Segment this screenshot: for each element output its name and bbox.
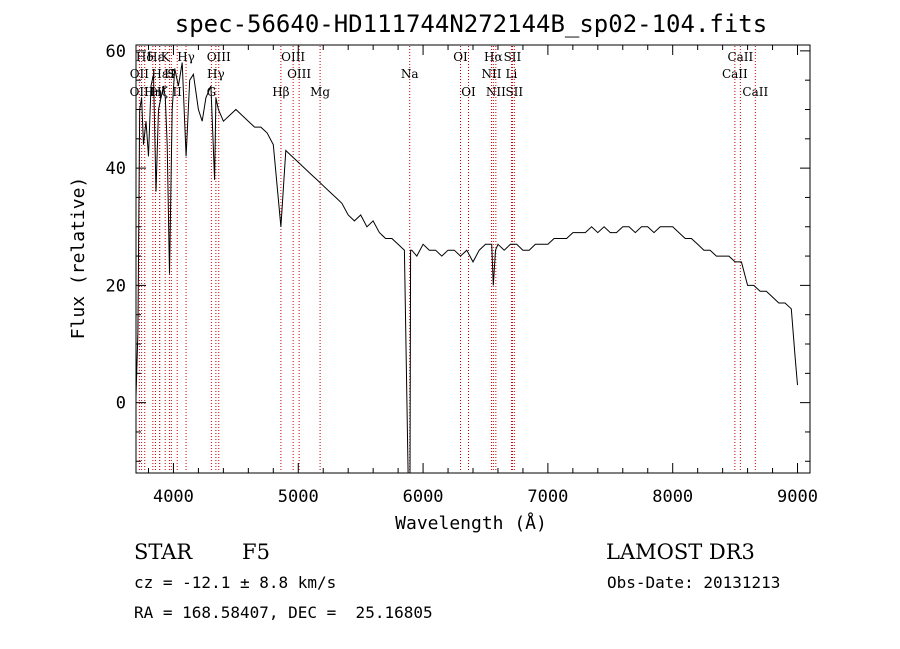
line-label-Hε: Hε: [151, 67, 168, 81]
y-tick-label: 60: [106, 42, 126, 62]
observation-date: Obs-Date: 20131213: [607, 573, 781, 592]
x-axis-ticks: 4000 5000 6000 7000 8000 9000: [147, 45, 818, 507]
line-label-OI: OI: [453, 50, 468, 64]
line-label-Hβ: Hβ: [272, 85, 289, 99]
x-tick-label: 7000: [527, 487, 568, 507]
y-tick-label: 0: [116, 394, 126, 414]
y-tick-label: 40: [106, 159, 126, 179]
line-label-H: H: [164, 67, 174, 81]
line-label-Na: Na: [401, 67, 419, 81]
line-label-K: K: [161, 50, 171, 64]
spectrum-line: [135, 62, 798, 474]
object-class: STAR: [134, 540, 193, 564]
line-label-Hδ: Hδ: [136, 50, 154, 64]
x-axis-label: Wavelength (Å): [395, 512, 547, 534]
y-axis-label: Flux (relative): [68, 177, 89, 340]
line-label-Hα: Hα: [484, 50, 503, 64]
redshift-velocity: cz = -12.1 ± 8.8 km/s: [134, 573, 337, 592]
line-label-OI: OI: [461, 85, 476, 99]
line-label-Li: Li: [506, 67, 518, 81]
line-label-CaII: CaII: [722, 67, 748, 81]
emission-line-markers: [138, 46, 756, 472]
line-label-Hη: Hη: [144, 85, 162, 99]
line-label-SII: SII: [504, 50, 522, 64]
object-subclass: F5: [242, 540, 270, 564]
line-label-Hγ: Hγ: [177, 50, 195, 64]
line-label-CaII: CaII: [727, 50, 753, 64]
y-axis-ticks: 0 20 40 60: [106, 42, 810, 462]
line-label-CaII: CaII: [742, 85, 768, 99]
coordinates-ra-dec: RA = 168.58407, DEC = 25.16805: [134, 603, 433, 622]
x-tick-label: 5000: [278, 487, 319, 507]
line-label-Hε: Hε: [147, 50, 164, 64]
plot-frame: [135, 44, 811, 474]
line-label-NII: NII: [481, 67, 501, 81]
line-label-II: II: [172, 85, 182, 99]
survey-name: LAMOST DR3: [606, 540, 755, 564]
line-label-Mg: Mg: [310, 85, 330, 99]
line-label-OIII: OIII: [287, 67, 311, 81]
chart-title: spec-56640-HD111744N272144B_sp02-104.fit…: [175, 10, 767, 38]
line-label-NII: NII: [486, 85, 506, 99]
y-tick-label: 20: [106, 276, 126, 296]
x-tick-label: 6000: [403, 487, 444, 507]
line-label-SII: SII: [505, 85, 523, 99]
line-label-OIII: OIII: [207, 50, 231, 64]
x-tick-label: 9000: [777, 487, 818, 507]
line-label-Hγ: Hγ: [207, 67, 225, 81]
x-tick-label: 8000: [652, 487, 693, 507]
x-tick-label: 4000: [153, 487, 194, 507]
line-label-OII: OII: [130, 67, 150, 81]
line-label-S: S: [167, 67, 175, 81]
line-label-OIII: OIII: [281, 50, 305, 64]
